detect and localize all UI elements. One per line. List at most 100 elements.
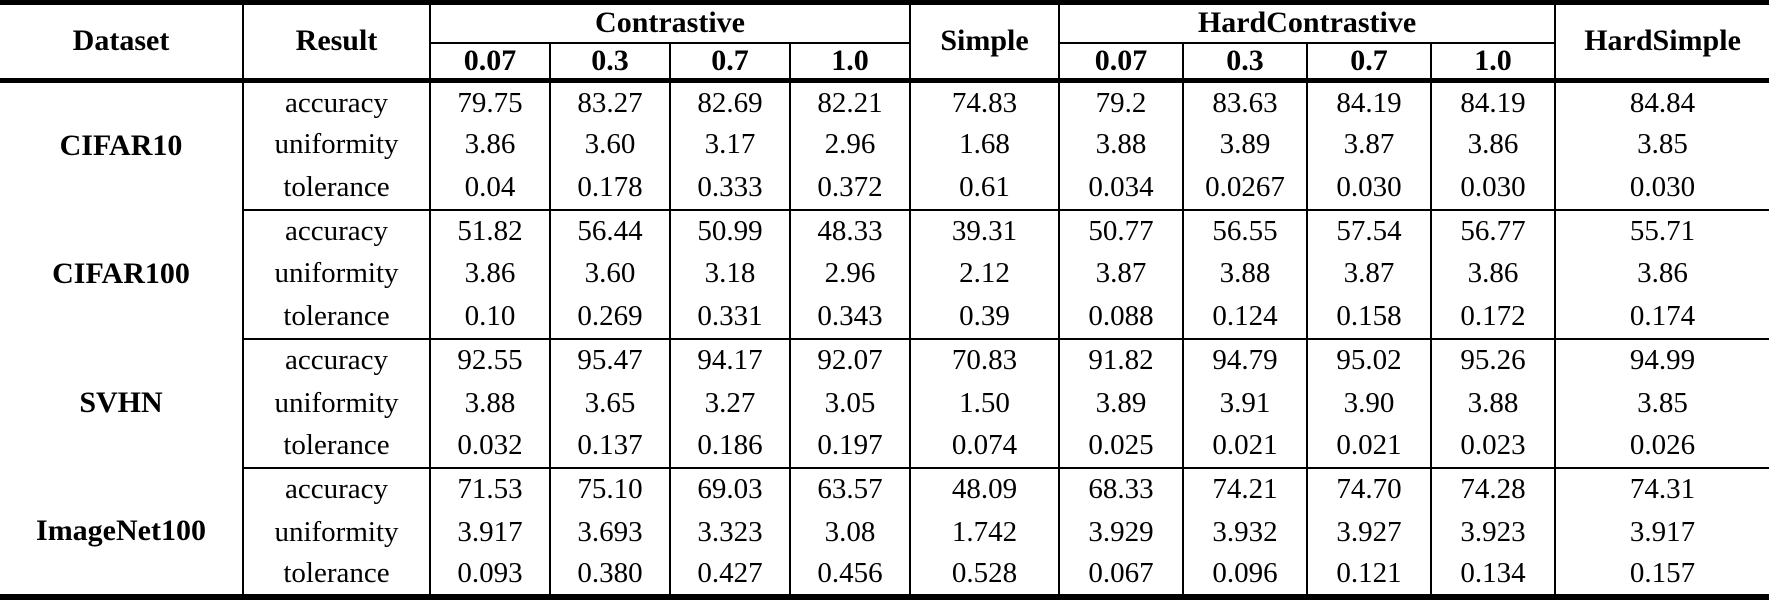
hard-contrastive-value: 0.021 — [1306, 424, 1433, 469]
table-body: CIFAR10 accuracy 79.75 83.27 82.69 82.21 74.83… — [0, 80, 1769, 599]
hard-simple-value: 94.99 — [1554, 338, 1769, 382]
table-row: uniformity 3.86 3.60 3.18 2.96 2.12 3.87 3.88 3.… — [0, 252, 1769, 296]
header-hard-contrastive-temp-07: 0.7 — [1306, 42, 1433, 83]
hard-contrastive-value: 0.023 — [1430, 424, 1557, 469]
contrastive-value: 0.032 — [429, 424, 551, 469]
metric-label: uniformity — [242, 123, 431, 167]
contrastive-value: 0.372 — [788, 166, 912, 211]
hard-contrastive-value: 3.91 — [1182, 381, 1309, 425]
contrastive-value: 92.55 — [429, 338, 551, 382]
contrastive-value: 79.75 — [429, 80, 551, 124]
contrastive-value: 75.10 — [549, 467, 671, 511]
contrastive-value: 71.53 — [429, 467, 551, 511]
contrastive-value: 0.178 — [549, 166, 671, 211]
hard-contrastive-value: 0.124 — [1182, 295, 1309, 340]
contrastive-value: 0.137 — [549, 424, 671, 469]
header-hard-contrastive-temp-10: 1.0 — [1430, 42, 1557, 83]
contrastive-value: 3.86 — [429, 252, 551, 296]
hard-contrastive-value: 91.82 — [1058, 338, 1185, 382]
contrastive-value: 3.60 — [549, 252, 671, 296]
hard-contrastive-value: 74.28 — [1430, 467, 1557, 511]
hard-contrastive-value: 68.33 — [1058, 467, 1185, 511]
metric-label: tolerance — [242, 166, 431, 211]
metric-label: tolerance — [242, 295, 431, 340]
hard-contrastive-value: 0.034 — [1058, 166, 1185, 211]
contrastive-value: 0.343 — [788, 295, 912, 340]
dataset-name: CIFAR10 — [0, 80, 244, 210]
hard-simple-value: 0.157 — [1554, 553, 1769, 599]
metric-label: uniformity — [242, 381, 431, 425]
hard-contrastive-value: 79.2 — [1058, 80, 1185, 124]
contrastive-value: 3.88 — [429, 381, 551, 425]
simple-value: 0.61 — [909, 166, 1061, 211]
hard-contrastive-value: 56.77 — [1430, 209, 1557, 253]
hard-simple-value: 3.917 — [1554, 510, 1769, 554]
dataset-name: CIFAR100 — [0, 209, 244, 339]
simple-value: 74.83 — [909, 80, 1061, 124]
hard-contrastive-value: 95.02 — [1306, 338, 1433, 382]
hard-contrastive-value: 0.021 — [1182, 424, 1309, 469]
table-row: tolerance 0.093 0.380 0.427 0.456 0.528 0.067 0… — [0, 553, 1769, 599]
contrastive-value: 48.33 — [788, 209, 912, 253]
header-hard-contrastive: HardContrastive — [1058, 2, 1557, 44]
table-row: uniformity 3.86 3.60 3.17 2.96 1.68 3.88 3.89 3.… — [0, 123, 1769, 167]
contrastive-value: 0.186 — [669, 424, 791, 469]
hard-contrastive-value: 0.025 — [1058, 424, 1185, 469]
table-header: Dataset Result Contrastive Simple HardCo… — [0, 2, 1769, 83]
hard-contrastive-value: 0.0267 — [1182, 166, 1309, 211]
hard-contrastive-value: 0.030 — [1430, 166, 1557, 211]
hard-contrastive-value: 3.88 — [1058, 123, 1185, 167]
hard-contrastive-value: 0.067 — [1058, 553, 1185, 599]
contrastive-value: 0.333 — [669, 166, 791, 211]
hard-simple-value: 3.85 — [1554, 123, 1769, 167]
hard-simple-value: 0.174 — [1554, 295, 1769, 340]
metric-label: accuracy — [242, 338, 431, 382]
header-row-groups: Dataset Result Contrastive Simple HardCo… — [0, 2, 1769, 83]
header-contrastive: Contrastive — [428, 2, 912, 44]
hard-contrastive-value: 74.21 — [1182, 467, 1309, 511]
hard-contrastive-value: 0.030 — [1306, 166, 1433, 211]
simple-value: 0.074 — [909, 424, 1061, 469]
hard-contrastive-value: 0.134 — [1430, 553, 1557, 599]
contrastive-value: 3.18 — [669, 252, 791, 296]
table-row: ImageNet100 accuracy 71.53 75.10 69.03 63.57 4… — [0, 467, 1769, 597]
hard-simple-value: 3.86 — [1554, 252, 1769, 296]
hard-simple-value: 0.030 — [1554, 166, 1769, 211]
simple-value: 39.31 — [909, 209, 1061, 253]
contrastive-value: 94.17 — [669, 338, 791, 382]
hard-contrastive-value: 3.90 — [1306, 381, 1433, 425]
dataset-name: SVHN — [0, 338, 244, 468]
hard-contrastive-value: 0.096 — [1182, 553, 1309, 599]
hard-contrastive-value: 74.70 — [1306, 467, 1433, 511]
header-dataset: Dataset — [0, 2, 244, 83]
contrastive-value: 0.331 — [669, 295, 791, 340]
header-contrastive-temp-10: 1.0 — [788, 42, 912, 83]
hard-simple-value: 3.85 — [1554, 381, 1769, 425]
hard-contrastive-value: 3.86 — [1430, 252, 1557, 296]
contrastive-value: 3.65 — [549, 381, 671, 425]
hard-contrastive-value: 57.54 — [1306, 209, 1433, 253]
header-hard-contrastive-temp-007: 0.07 — [1058, 42, 1185, 83]
hard-contrastive-value: 3.929 — [1058, 510, 1185, 554]
header-contrastive-temp-07: 0.7 — [669, 42, 791, 83]
contrastive-value: 2.96 — [788, 123, 912, 167]
simple-value: 1.50 — [909, 381, 1061, 425]
contrastive-value: 3.05 — [788, 381, 912, 425]
contrastive-value: 3.917 — [429, 510, 551, 554]
contrastive-value: 63.57 — [788, 467, 912, 511]
hard-contrastive-value: 0.172 — [1430, 295, 1557, 340]
contrastive-value: 69.03 — [669, 467, 791, 511]
table-row: SVHN accuracy 92.55 95.47 94.17 92.07 70.83 91.… — [0, 338, 1769, 468]
hard-contrastive-value: 50.77 — [1058, 209, 1185, 253]
hard-contrastive-value: 0.088 — [1058, 295, 1185, 340]
hard-contrastive-value: 95.26 — [1430, 338, 1557, 382]
header-contrastive-temp-007: 0.07 — [429, 42, 551, 83]
hard-contrastive-value: 84.19 — [1306, 80, 1433, 124]
table-row: tolerance 0.10 0.269 0.331 0.343 0.39 0.088 0.1… — [0, 295, 1769, 340]
table-row: CIFAR100 accuracy 51.82 56.44 50.99 48.33 39.3… — [0, 209, 1769, 339]
metric-label: uniformity — [242, 510, 431, 554]
contrastive-value: 0.04 — [429, 166, 551, 211]
hard-contrastive-value: 56.55 — [1182, 209, 1309, 253]
hard-contrastive-value: 3.88 — [1430, 381, 1557, 425]
contrastive-value: 0.380 — [549, 553, 671, 599]
